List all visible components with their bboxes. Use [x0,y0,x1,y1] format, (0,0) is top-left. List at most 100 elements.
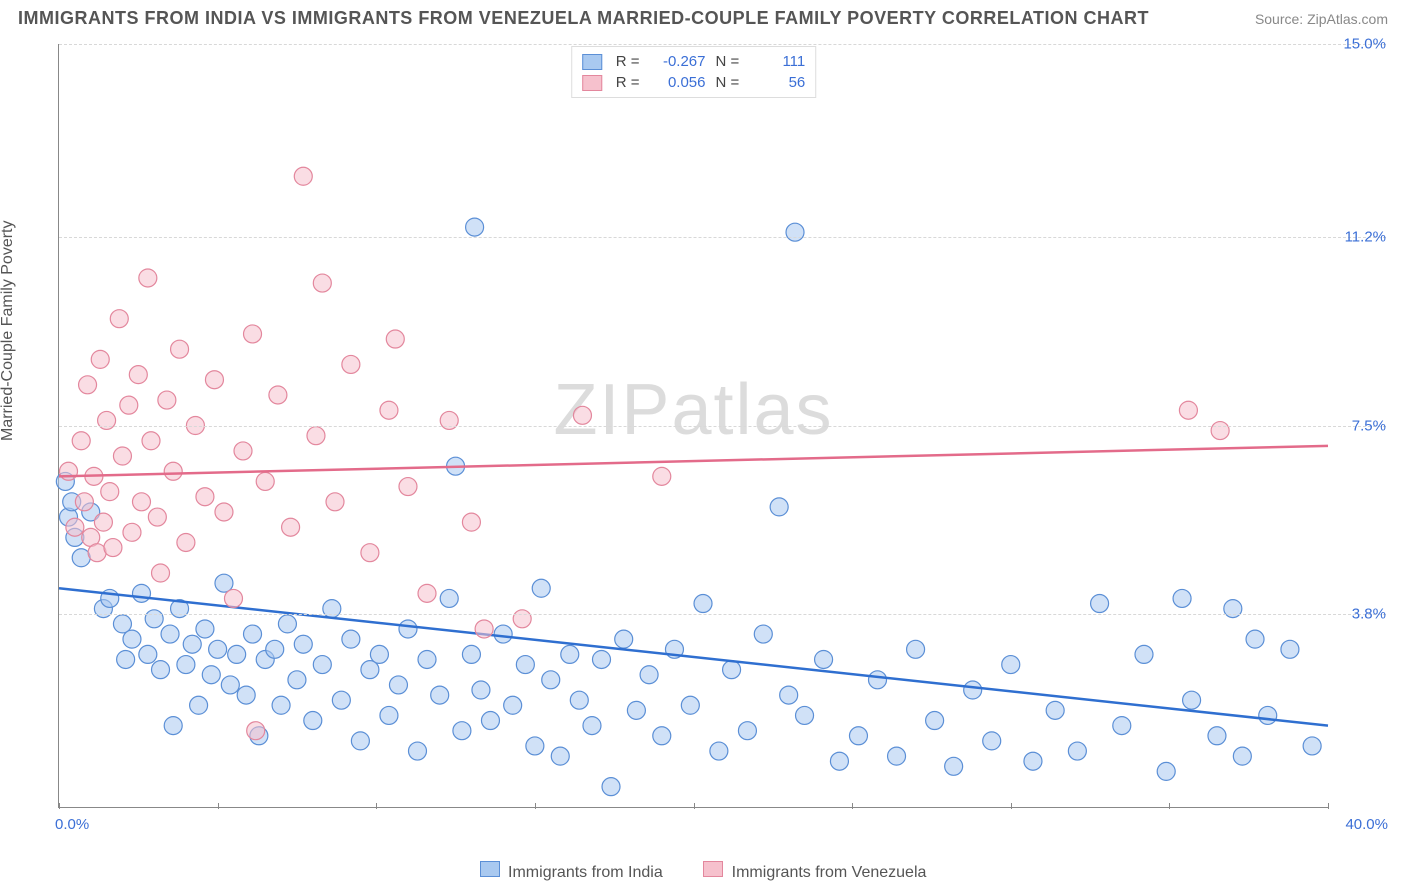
data-point-india [770,498,788,516]
data-point-india [602,778,620,796]
data-point-india [738,722,756,740]
data-point-venezuela [75,493,93,511]
legend-N-label: N = [716,74,740,91]
data-point-india [615,630,633,648]
data-point-india [583,717,601,735]
data-point-venezuela [313,274,331,292]
data-point-venezuela [513,610,531,628]
data-point-venezuela [244,325,262,343]
data-point-india [139,645,157,663]
data-point-venezuela [104,539,122,557]
data-point-india [1281,640,1299,658]
data-point-india [202,666,220,684]
data-point-india [164,717,182,735]
data-point-venezuela [215,503,233,521]
data-point-venezuela [269,386,287,404]
swatch-venezuela [703,861,723,877]
data-point-india [177,656,195,674]
data-point-india [294,635,312,653]
data-point-india [710,742,728,760]
data-point-india [145,610,163,628]
data-point-india [161,625,179,643]
data-point-india [440,589,458,607]
data-point-venezuela [361,544,379,562]
correlation-legend: R = -0.267 N = 111 R = 0.056 N = 56 [571,46,817,98]
data-point-venezuela [224,589,242,607]
legend-N-india: 111 [749,53,805,70]
data-point-india [945,757,963,775]
data-point-venezuela [132,493,150,511]
chart-area: Married-Couple Family Poverty ZIPatlas R… [18,44,1388,838]
data-point-india [278,615,296,633]
data-point-venezuela [475,620,493,638]
data-point-india [653,727,671,745]
legend-R-india: -0.267 [650,53,706,70]
data-point-india [323,600,341,618]
data-point-india [627,701,645,719]
y-tick-label: 7.5% [1332,417,1386,434]
data-point-india [504,696,522,714]
legend-row-india: R = -0.267 N = 111 [582,51,806,72]
data-point-venezuela [101,483,119,501]
legend-label-venezuela: Immigrants from Venezuela [732,864,927,881]
data-point-india [266,640,284,658]
data-point-india [542,671,560,689]
data-point-india [380,706,398,724]
legend-row-venezuela: R = 0.056 N = 56 [582,72,806,93]
legend-item-venezuela: Immigrants from Venezuela [703,864,926,881]
data-point-venezuela [98,411,116,429]
data-point-india [1046,701,1064,719]
y-axis-label: Married-Couple Family Poverty [0,220,17,441]
data-point-india [472,681,490,699]
data-point-india [1224,600,1242,618]
data-point-india [313,656,331,674]
data-point-india [561,645,579,663]
data-point-india [481,712,499,730]
data-point-venezuela [418,584,436,602]
legend-N-venezuela: 56 [749,74,805,91]
data-point-india [1113,717,1131,735]
data-point-india [640,666,658,684]
data-point-venezuela [573,406,591,424]
data-point-india [1157,762,1175,780]
swatch-venezuela [582,75,602,91]
data-point-venezuela [294,167,312,185]
data-point-india [516,656,534,674]
data-point-venezuela [342,355,360,373]
data-point-india [399,620,417,638]
data-point-india [907,640,925,658]
data-point-india [431,686,449,704]
data-point-india [1208,727,1226,745]
data-point-venezuela [113,447,131,465]
data-point-india [288,671,306,689]
y-tick-label: 15.0% [1332,36,1386,53]
data-point-india [754,625,772,643]
header: IMMIGRANTS FROM INDIA VS IMMIGRANTS FROM… [0,0,1406,33]
plot-area: ZIPatlas R = -0.267 N = 111 R = 0.056 N … [58,44,1328,808]
data-point-india [1259,706,1277,724]
data-point-venezuela [307,427,325,445]
data-point-india [123,630,141,648]
data-point-venezuela [91,350,109,368]
data-point-india [786,223,804,241]
data-point-venezuela [142,432,160,450]
data-point-venezuela [66,518,84,536]
data-point-venezuela [88,544,106,562]
x-max-label: 40.0% [1345,816,1388,833]
data-point-india [1135,645,1153,663]
data-point-venezuela [110,310,128,328]
x-min-label: 0.0% [55,816,89,833]
data-point-india [849,727,867,745]
data-point-india [408,742,426,760]
data-point-venezuela [158,391,176,409]
data-point-venezuela [247,722,265,740]
data-point-venezuela [386,330,404,348]
data-point-india [694,595,712,613]
data-point-venezuela [148,508,166,526]
data-point-india [244,625,262,643]
data-point-india [681,696,699,714]
data-point-venezuela [60,462,78,480]
chart-title: IMMIGRANTS FROM INDIA VS IMMIGRANTS FROM… [18,8,1149,29]
data-point-india [272,696,290,714]
swatch-india [582,54,602,70]
